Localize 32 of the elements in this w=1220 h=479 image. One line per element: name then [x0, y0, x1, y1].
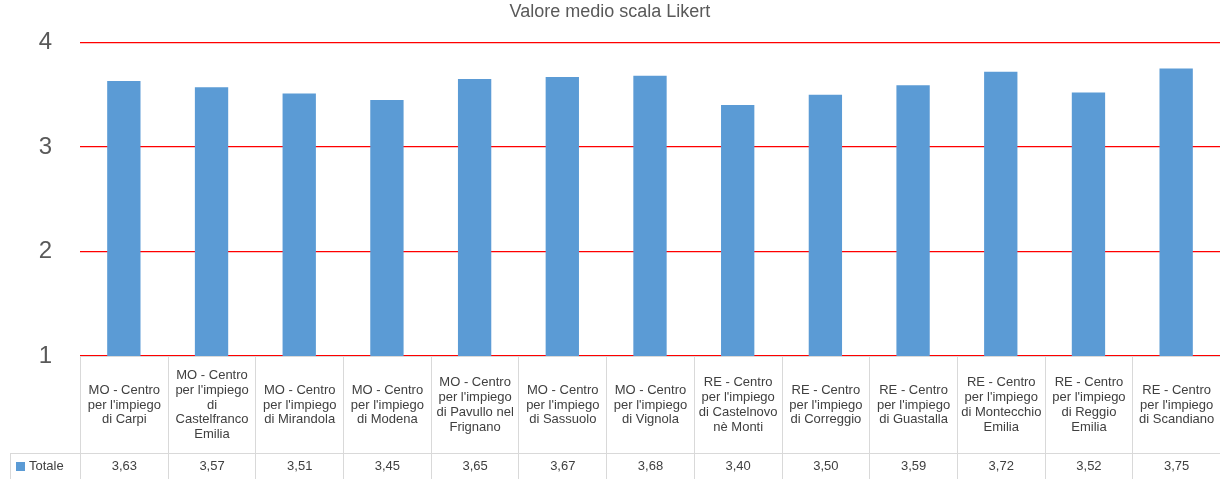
data-label: 3,72: [956, 453, 1045, 479]
data-label: 3,57: [167, 453, 256, 479]
x-tick-label: MO - Centro per l'impiego di Vignola: [606, 356, 694, 453]
x-tick-label: RE - Centro per l'impiego di Scandiano: [1132, 356, 1220, 453]
x-tick-label: MO - Centro per l'impiego di Sassuolo: [518, 356, 607, 453]
x-tick-label: RE - Centro per l'impiego di Guastalla: [869, 356, 957, 453]
data-label: 3,75: [1132, 453, 1220, 479]
x-tick-label: RE - Centro per l'impiego di Castelnovo nè Monti: [693, 356, 782, 453]
data-label: 3,52: [1044, 453, 1133, 479]
chart-title: Valore medio scala Likert: [508, 1, 712, 22]
legend-label: Totale: [29, 458, 64, 474]
y-tick-label: 3: [38, 131, 52, 159]
y-tick-label: 2: [38, 236, 52, 264]
data-label: 3,51: [255, 453, 344, 479]
x-tick-label: MO - Centro per l'impiego di Modena: [343, 356, 431, 453]
data-label: 3,67: [518, 453, 607, 479]
data-label: 3,50: [781, 453, 870, 479]
data-label: 3,63: [80, 453, 168, 479]
data-label: 3,65: [430, 453, 519, 479]
x-tick-label: RE - Centro per l'impiego di Reggio Emilia: [1044, 356, 1133, 453]
x-tick-label: RE - Centro per l'impiego di Montecchio Emilia: [956, 356, 1045, 453]
data-label: 3,59: [869, 453, 957, 479]
x-tick-label: MO - Centro per l'impiego di Carpi: [80, 356, 168, 453]
x-tick-label: MO - Centro per l'impiego di Pavullo nel Frignano: [430, 356, 519, 453]
y-tick-label: 1: [38, 340, 52, 368]
x-tick-label: MO - Centro per l'impiego di Mirandola: [255, 356, 344, 453]
data-label: 3,45: [343, 453, 431, 479]
data-label: 3,68: [606, 453, 694, 479]
data-label: 3,40: [693, 453, 782, 479]
x-tick-label: RE - Centro per l'impiego di Correggio: [781, 356, 870, 453]
y-tick-label: 4: [38, 27, 52, 55]
x-tick-label: MO - Centro per l'impiego di Castelfranco Emilia: [167, 356, 256, 453]
